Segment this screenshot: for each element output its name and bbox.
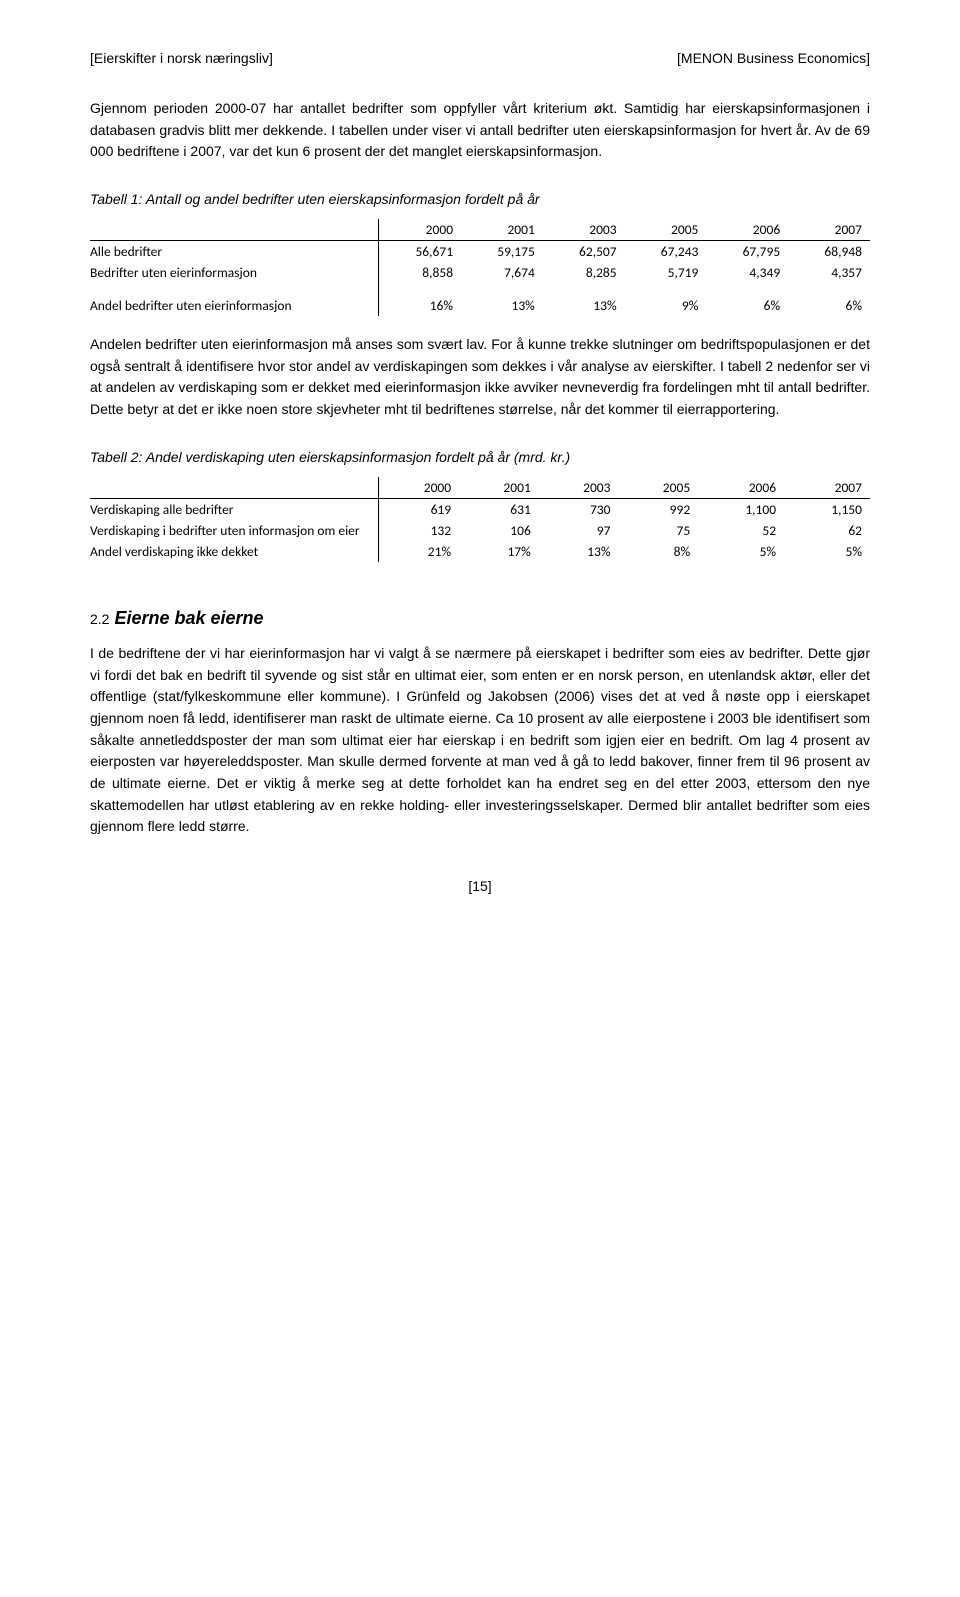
cell: 9% [625, 295, 707, 316]
cell: 62 [784, 520, 870, 541]
table-row: Bedrifter uten eierinformasjon 8,858 7,6… [90, 262, 870, 283]
cell: 75 [618, 520, 698, 541]
cell: 5% [698, 541, 784, 562]
cell: 730 [539, 498, 619, 520]
table1-caption: Tabell 1: Antall og andel bedrifter uten… [90, 191, 870, 207]
cell: 68,948 [788, 241, 870, 263]
cell: 13% [539, 541, 619, 562]
table-row: Verdiskaping alle bedrifter 619 631 730 … [90, 498, 870, 520]
table-row: Andel bedrifter uten eierinformasjon 16%… [90, 295, 870, 316]
paragraph-1: Gjennom perioden 2000-07 har antallet be… [90, 98, 870, 163]
cell: 8,858 [379, 262, 462, 283]
cell: 16% [379, 295, 462, 316]
page: [Eierskifter i norsk næringsliv] [MENON … [0, 0, 960, 934]
table1-header-row: 2000 2001 2003 2005 2006 2007 [90, 219, 870, 241]
table2-caption: Tabell 2: Andel verdiskaping uten eiersk… [90, 449, 870, 465]
table1-h1: 2000 [379, 219, 462, 241]
cell: 52 [698, 520, 784, 541]
cell: 619 [379, 498, 460, 520]
table1-h6: 2007 [788, 219, 870, 241]
cell: 7,674 [461, 262, 543, 283]
cell: 106 [459, 520, 539, 541]
section-number: 2.2 [90, 611, 109, 627]
cell: 13% [461, 295, 543, 316]
cell: 6% [706, 295, 788, 316]
table-row: Alle bedrifter 56,671 59,175 62,507 67,2… [90, 241, 870, 263]
table1: 2000 2001 2003 2005 2006 2007 Alle bedri… [90, 219, 870, 316]
cell: 13% [543, 295, 625, 316]
cell: Verdiskaping i bedrifter uten informasjo… [90, 520, 379, 541]
table2-h5: 2006 [698, 477, 784, 499]
table1-h0 [90, 219, 379, 241]
paragraph-2: Andelen bedrifter uten eierinformasjon m… [90, 334, 870, 421]
table2-header-row: 2000 2001 2003 2005 2006 2007 [90, 477, 870, 499]
table2-h3: 2003 [539, 477, 619, 499]
cell: 67,795 [706, 241, 788, 263]
cell: 631 [459, 498, 539, 520]
table1-h2: 2001 [461, 219, 543, 241]
paragraph-3: I de bedriftene der vi har eierinformasj… [90, 643, 870, 838]
cell: 5% [784, 541, 870, 562]
cell: Verdiskaping alle bedrifter [90, 498, 379, 520]
cell: 4,357 [788, 262, 870, 283]
section-title: Eierne bak eierne [114, 608, 263, 628]
page-footer: [15] [90, 878, 870, 894]
cell: 56,671 [379, 241, 462, 263]
cell: 17% [459, 541, 539, 562]
cell: 59,175 [461, 241, 543, 263]
cell: Andel bedrifter uten eierinformasjon [90, 295, 379, 316]
table1-h5: 2006 [706, 219, 788, 241]
cell: 62,507 [543, 241, 625, 263]
cell: 6% [788, 295, 870, 316]
cell: Alle bedrifter [90, 241, 379, 263]
table1-h4: 2005 [625, 219, 707, 241]
table-row: Verdiskaping i bedrifter uten informasjo… [90, 520, 870, 541]
section-heading: 2.2 Eierne bak eierne [90, 608, 870, 629]
page-header: [Eierskifter i norsk næringsliv] [MENON … [90, 50, 870, 66]
header-right: [MENON Business Economics] [677, 50, 870, 66]
cell: 8% [618, 541, 698, 562]
table2-h1: 2000 [379, 477, 460, 499]
table2-h0 [90, 477, 379, 499]
header-left: [Eierskifter i norsk næringsliv] [90, 50, 273, 66]
cell: 992 [618, 498, 698, 520]
cell: 1,150 [784, 498, 870, 520]
table2-h2: 2001 [459, 477, 539, 499]
cell: 4,349 [706, 262, 788, 283]
spacer [90, 283, 870, 295]
table2-h4: 2005 [618, 477, 698, 499]
table-row: Andel verdiskaping ikke dekket 21% 17% 1… [90, 541, 870, 562]
cell: 1,100 [698, 498, 784, 520]
cell: 21% [379, 541, 460, 562]
cell: 132 [379, 520, 460, 541]
cell: 67,243 [625, 241, 707, 263]
table1-h3: 2003 [543, 219, 625, 241]
cell: Andel verdiskaping ikke dekket [90, 541, 379, 562]
table2: 2000 2001 2003 2005 2006 2007 Verdiskapi… [90, 477, 870, 562]
cell: 8,285 [543, 262, 625, 283]
cell: 5,719 [625, 262, 707, 283]
cell: 97 [539, 520, 619, 541]
table2-h6: 2007 [784, 477, 870, 499]
cell: Bedrifter uten eierinformasjon [90, 262, 379, 283]
